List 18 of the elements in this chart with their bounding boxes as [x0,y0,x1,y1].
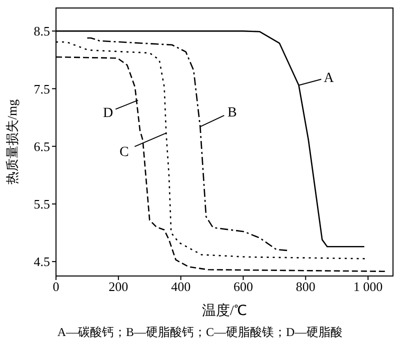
x-tick-label: 600 [233,279,253,294]
y-tick-label: 8.5 [34,24,50,39]
y-tick-label: 6.5 [34,138,50,154]
x-tick-label: 400 [171,279,191,294]
text: A—碳酸钙；B—硬脂酸钙；C—硬脂酸镁；D—硬脂酸 [56,324,344,341]
x-tick-label: 800 [296,279,316,294]
annotation: D [103,106,114,122]
x-tick-label: 1 000 [353,279,383,294]
y-tick-label: 7.5 [34,81,50,96]
y-axis-title: 热质量损失/mg [4,98,20,185]
annotation: A [324,71,335,86]
annotation: B [227,106,237,121]
x-tick-label: 0 [52,279,60,294]
y-tick-label: 4.5 [34,254,50,270]
x-tick-label: 200 [108,279,128,294]
annotation: C [119,144,129,160]
y-tick-label: 5.5 [34,196,50,212]
x-axis-title: 温度/℃ [201,302,248,320]
